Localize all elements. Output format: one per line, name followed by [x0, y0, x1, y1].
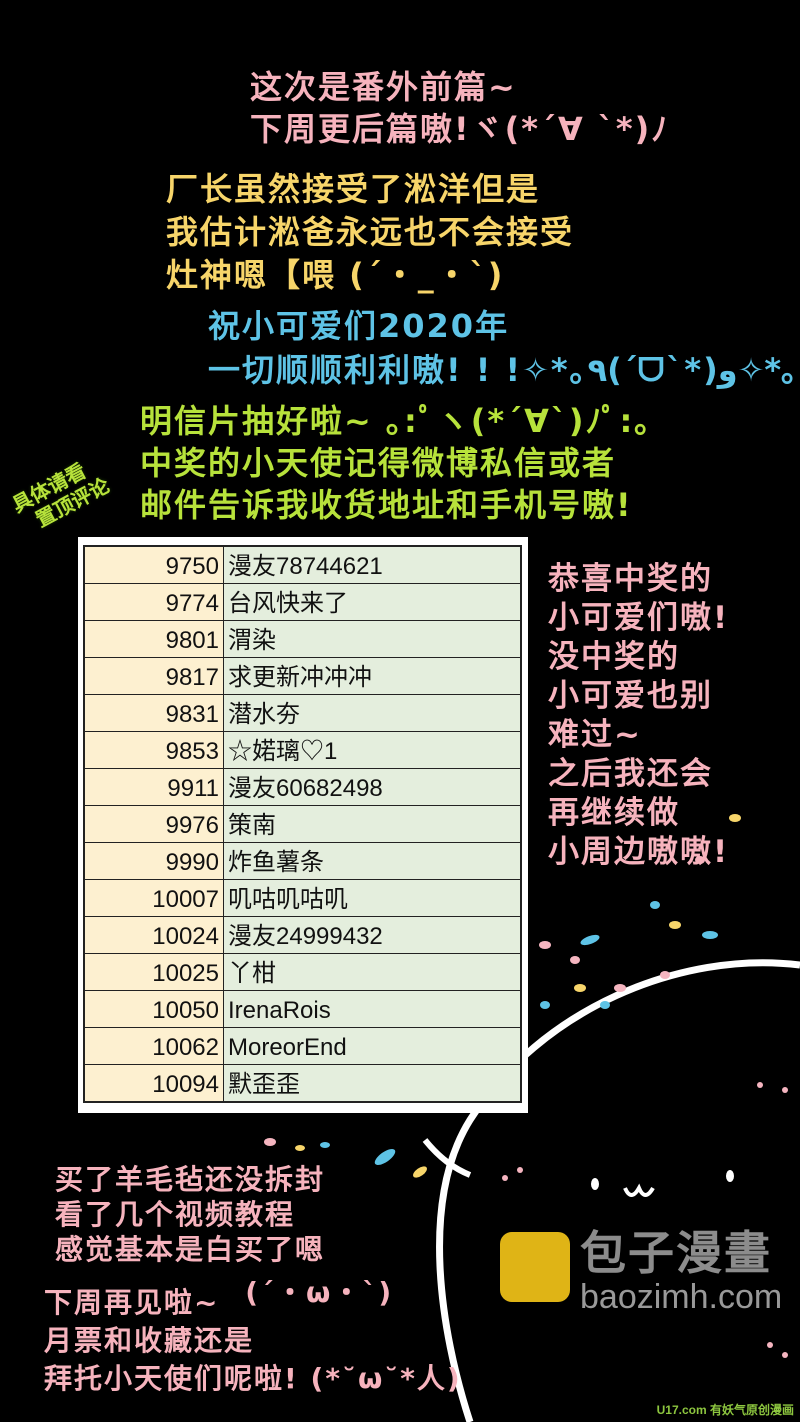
congrats-line: 小周边嗷嗷!	[548, 834, 730, 870]
note-line: 厂长虽然接受了淞洋但是	[166, 170, 541, 208]
congrats-line: 之后我还会	[548, 756, 713, 792]
winner-name: IrenaRois	[224, 991, 520, 1027]
winner-number: 9831	[85, 695, 224, 731]
outro-line-2: 月票和收藏还是	[44, 1324, 255, 1357]
congrats-line: 再继续做	[548, 795, 680, 831]
table-row: 9774 台风快来了	[85, 584, 520, 621]
u17-logo: U17.com 有妖气原创漫画	[656, 1403, 794, 1417]
winner-name: 潜水夯	[224, 695, 520, 731]
wishes-text: 祝小可爱们2020年 一切顺顺利利嗷! ! !✧*｡٩(ˊᗜˋ*)و✧*｡	[208, 304, 799, 392]
confetti	[264, 814, 741, 1178]
winner-name: 漫友78744621	[224, 547, 520, 583]
winner-number: 9976	[85, 806, 224, 842]
outro-face: (´・ω・`)	[245, 1276, 394, 1309]
winner-number: 10050	[85, 991, 224, 1027]
table-row: 10062 MoreorEnd	[85, 1028, 520, 1065]
winner-number: 9990	[85, 843, 224, 879]
table-row: 9831 潜水夯	[85, 695, 520, 732]
felt-line: 感觉基本是白买了嗯	[55, 1233, 326, 1266]
congrats-text: 恭喜中奖的 小可爱们嗷! 没中奖的 小可爱也别 难过~ 之后我还会 再继续做 小…	[548, 560, 729, 872]
intro-line: 这次是番外前篇~	[250, 68, 517, 106]
winner-name: 渭染	[224, 621, 520, 657]
congrats-line: 小可爱们嗷!	[548, 600, 730, 636]
winner-name: 默歪歪	[224, 1065, 520, 1101]
wishes-line: 祝小可爱们2020年	[208, 307, 510, 345]
winner-name: 丫柑	[224, 954, 520, 990]
congrats-line: 没中奖的	[548, 639, 680, 675]
table-row: 10007 叽咕叽咕叽	[85, 880, 520, 917]
table-row: 10025 丫柑	[85, 954, 520, 991]
postcard-line: 中奖的小天使记得微博私信或者	[140, 444, 617, 482]
intro-line: 下周更后篇嗷!ヾ(*´∀ `*)ﾉ	[250, 110, 670, 148]
felt-line: 买了羊毛毡还没拆封	[55, 1163, 326, 1196]
note-line: 灶神嗯【喂 (´・_・`)	[166, 256, 505, 294]
note-text: 厂长虽然接受了淞洋但是 我估计淞爸永远也不会接受 灶神嗯【喂 (´・_・`)	[166, 168, 574, 297]
winner-number: 10024	[85, 917, 224, 953]
winner-number: 9750	[85, 547, 224, 583]
winners-table: 9750 漫友78744621 9774 台风快来了 9801 渭染 9817 求更新冲冲冲 9…	[78, 537, 528, 1113]
postcard-text: 明信片抽好啦~ ｡:ﾟヽ(*´∀`)ﾉﾟ:｡ 中奖的小天使记得微博私信或者 邮件…	[140, 400, 652, 526]
winner-number: 9801	[85, 621, 224, 657]
postcard-line: 明信片抽好啦~ ｡:ﾟヽ(*´∀`)ﾉﾟ:｡	[140, 402, 653, 440]
table-row: 9853 ☆婼璃♡1	[85, 732, 520, 769]
table-row: 9750 漫友78744621	[85, 547, 520, 584]
congrats-line: 小可爱也别	[548, 678, 713, 714]
winner-name: ☆婼璃♡1	[224, 732, 520, 768]
winner-name: 求更新冲冲冲	[224, 658, 520, 694]
winner-name: 台风快来了	[224, 584, 520, 620]
winner-number: 10094	[85, 1065, 224, 1101]
table-row: 10050 IrenaRois	[85, 991, 520, 1028]
congrats-line: 恭喜中奖的	[548, 561, 713, 597]
watermark-text: 包子漫畫	[580, 1226, 772, 1280]
winner-name: MoreorEnd	[224, 1028, 520, 1064]
table-row: 9976 策南	[85, 806, 520, 843]
winner-name: 炸鱼薯条	[224, 843, 520, 879]
table-row: 9911 漫友60682498	[85, 769, 520, 806]
baozimh-watermark: 包子漫畫 baozimh.com	[500, 1228, 790, 1322]
wishes-line: 一切顺顺利利嗷! ! !✧*｡٩(ˊᗜˋ*)و✧*｡	[208, 351, 800, 389]
note-line: 我估计淞爸永远也不会接受	[166, 213, 575, 251]
winner-number: 9853	[85, 732, 224, 768]
outro-line-3: 拜托小天使们呢啦! (*˘ω˘*人)	[44, 1362, 462, 1395]
table-row: 9990 炸鱼薯条	[85, 843, 520, 880]
felt-text: 买了羊毛毡还没拆封 看了几个视频教程 感觉基本是白买了嗯	[55, 1162, 325, 1267]
table-row: 10024 漫友24999432	[85, 917, 520, 954]
table-row: 10094 默歪歪	[85, 1065, 520, 1101]
winner-number: 10007	[85, 880, 224, 916]
postcard-line: 邮件告诉我收货地址和手机号嗷!	[140, 486, 633, 524]
winner-number: 9817	[85, 658, 224, 694]
winners-grid: 9750 漫友78744621 9774 台风快来了 9801 渭染 9817 求更新冲冲冲 9…	[83, 545, 522, 1103]
outro-text: 下周再见啦~ (´・ω・`) 月票和收藏还是 拜托小天使们呢啦! (*˘ω˘*人…	[44, 1276, 462, 1398]
outro-line-1: 下周再见啦~ (´・ω・`)	[44, 1276, 462, 1322]
winner-name: 漫友60682498	[224, 769, 520, 805]
bun-logo-icon	[500, 1232, 570, 1302]
congrats-line: 难过~	[548, 717, 642, 753]
outro-bye: 下周再见啦~	[44, 1286, 220, 1319]
winner-name: 叽咕叽咕叽	[224, 880, 520, 916]
table-row: 9801 渭染	[85, 621, 520, 658]
felt-line: 看了几个视频教程	[55, 1198, 296, 1231]
winner-name: 漫友24999432	[224, 917, 520, 953]
winner-number: 10025	[85, 954, 224, 990]
watermark-url: baozimh.com	[580, 1278, 783, 1316]
winner-number: 10062	[85, 1028, 224, 1064]
winner-number: 9911	[85, 769, 224, 805]
intro-text: 这次是番外前篇~ 下周更后篇嗷!ヾ(*´∀ `*)ﾉ	[250, 66, 669, 150]
winner-name: 策南	[224, 806, 520, 842]
table-row: 9817 求更新冲冲冲	[85, 658, 520, 695]
winner-number: 9774	[85, 584, 224, 620]
